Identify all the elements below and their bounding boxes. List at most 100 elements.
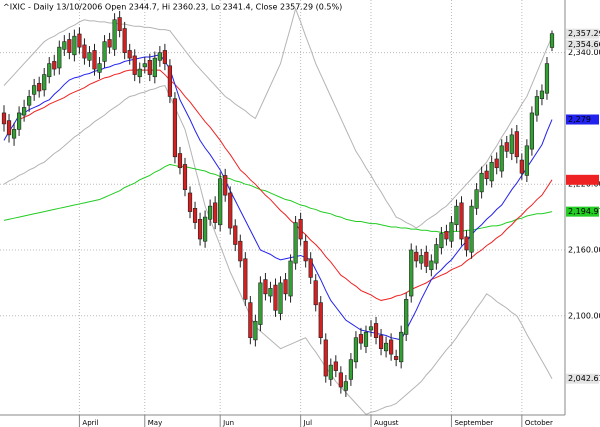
- candle-body: [152, 57, 157, 78]
- x-tick-label: August: [374, 419, 399, 427]
- candle-body: [389, 339, 394, 355]
- candle-body: [519, 159, 524, 174]
- candle-body: [454, 205, 459, 226]
- candle-body: [97, 63, 102, 73]
- candle-body: [162, 50, 167, 64]
- candle-body: [394, 356, 399, 360]
- candle-body: [474, 189, 479, 209]
- candle-body: [273, 284, 278, 311]
- candle-body: [263, 279, 268, 295]
- candle-body: [464, 236, 469, 251]
- candle-body: [338, 372, 343, 388]
- x-tick-label: Jul: [303, 419, 313, 427]
- candle-body: [213, 202, 218, 223]
- label-layer: 2,100.002,160.002,220.002,340.00AprilMay…: [82, 28, 600, 427]
- candle-body: [504, 142, 509, 152]
- candle-body: [147, 60, 152, 75]
- candle-body: [283, 279, 288, 295]
- y-tick-label: 2,160.00: [568, 245, 600, 254]
- grid-layer: [0, 0, 565, 427]
- indicator-line: [18, 69, 553, 301]
- candle-body: [32, 85, 37, 95]
- candle-body: [67, 39, 72, 53]
- candle-body: [514, 131, 519, 158]
- candle-body: [208, 205, 213, 220]
- candle-body: [258, 282, 263, 325]
- y-tick-label: 2,340.00: [568, 48, 600, 57]
- candle-body: [248, 302, 253, 339]
- last-value-label: 2,354.66: [568, 40, 600, 49]
- x-tick-label: May: [148, 419, 162, 427]
- last-value-box: [566, 174, 599, 185]
- indicator-line: [3, 54, 553, 341]
- candle-body: [177, 153, 183, 169]
- candle-body: [243, 258, 248, 300]
- candle-body: [132, 55, 137, 75]
- candle-body: [122, 28, 127, 53]
- candle-body: [303, 240, 308, 262]
- candle-body: [373, 323, 379, 339]
- candle-body: [137, 68, 142, 78]
- candle-body: [197, 218, 203, 240]
- candle-body: [167, 65, 173, 97]
- candle-body: [77, 33, 82, 48]
- candle-body: [534, 96, 540, 116]
- last-value-label: 2,194.97: [568, 207, 600, 216]
- candle-body: [22, 107, 27, 116]
- candle-body: [1, 112, 7, 125]
- candle-body: [509, 134, 514, 154]
- last-value-label: 2,279: [568, 115, 591, 124]
- candle-body: [102, 41, 107, 62]
- candle-body: [383, 342, 389, 352]
- x-tick-label: April: [82, 419, 98, 427]
- x-tick-label: September: [454, 419, 493, 427]
- candle-body: [107, 39, 112, 48]
- candle-body: [16, 112, 22, 130]
- candle-body: [233, 225, 238, 245]
- candle-body: [117, 17, 122, 32]
- candle-body: [494, 158, 499, 169]
- candle-body: [142, 63, 147, 68]
- candle-body: [203, 216, 208, 242]
- candle-body: [429, 260, 434, 271]
- candle-body: [368, 326, 374, 331]
- last-value-box: [566, 114, 599, 125]
- candle-body: [404, 299, 409, 335]
- candle-body: [333, 361, 338, 371]
- last-value-box: [566, 28, 599, 39]
- candle-body: [218, 178, 223, 226]
- candle-body: [187, 192, 193, 212]
- candle-body: [363, 331, 369, 347]
- x-tick-label: Jun: [222, 419, 234, 427]
- chart-title: ^IXIC - Daily 13/10/2006 Open 2344.7, Hi…: [3, 3, 342, 12]
- candle-body: [298, 218, 303, 240]
- last-value-box: [566, 206, 599, 217]
- candle-body: [484, 170, 489, 180]
- candle-body: [288, 260, 293, 297]
- candle-body: [192, 208, 198, 223]
- candle-body: [328, 364, 333, 380]
- candle-body: [549, 33, 555, 48]
- candle-body: [459, 202, 464, 240]
- candle-body: [238, 240, 243, 262]
- candle-body: [92, 50, 97, 70]
- candle-body: [87, 52, 92, 61]
- candle-body: [308, 258, 313, 278]
- candle-body: [348, 359, 353, 380]
- candle-body: [439, 233, 444, 249]
- candle-body: [479, 172, 484, 193]
- x-tick-label: October: [525, 419, 553, 427]
- last-value-box: [566, 39, 599, 50]
- last-value-box: [566, 373, 599, 384]
- candle-body: [419, 255, 424, 264]
- candle-body: [72, 35, 77, 56]
- last-value-label: 2,357.29: [568, 29, 600, 38]
- candle-body: [47, 63, 52, 78]
- candle-body: [444, 231, 449, 240]
- candle-body: [353, 337, 359, 363]
- indicator-line: [3, 7, 553, 229]
- candle-body: [414, 251, 419, 262]
- candle-body: [223, 175, 228, 196]
- candle-body: [278, 282, 283, 314]
